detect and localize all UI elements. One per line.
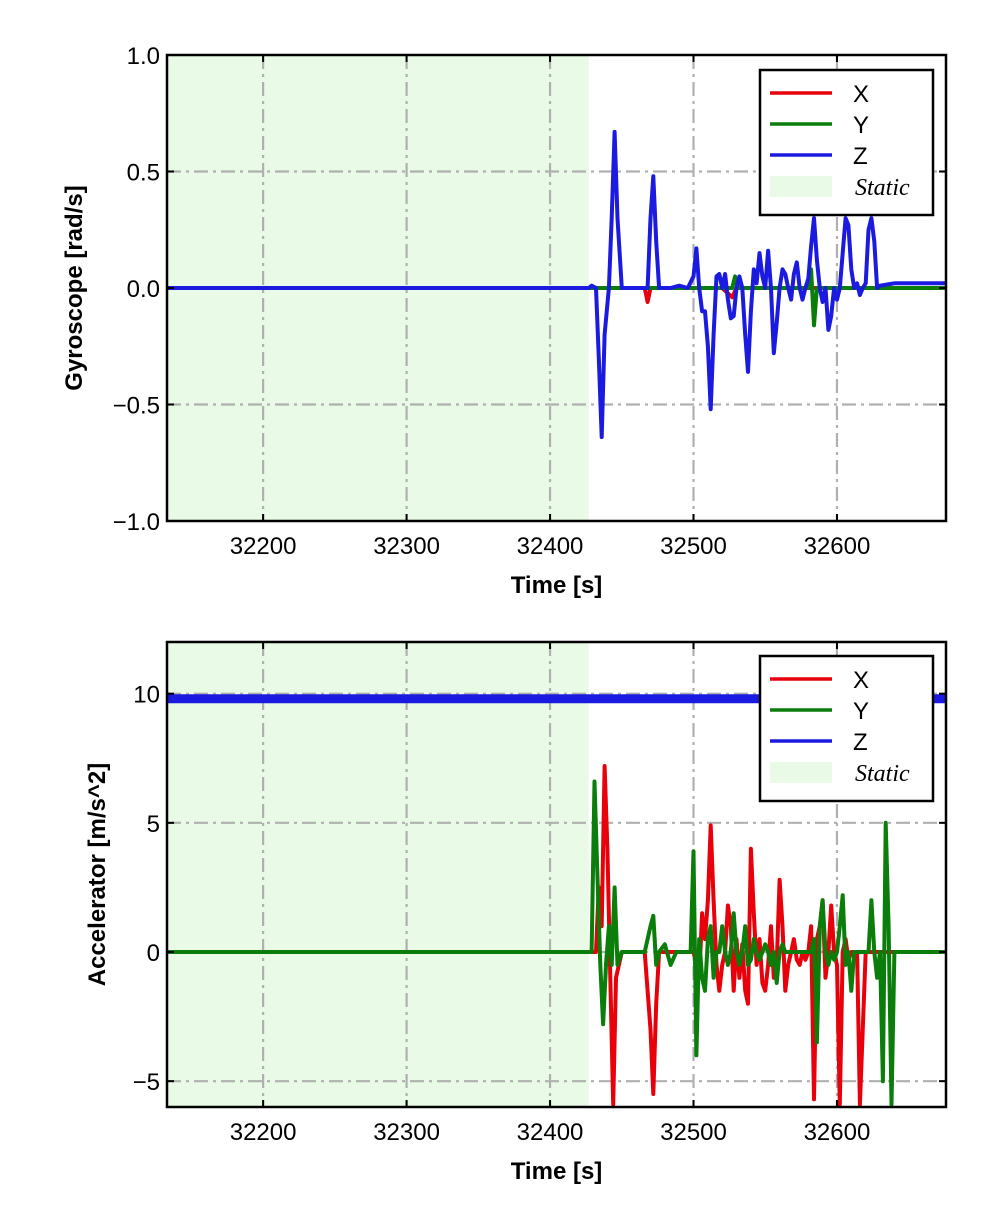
chart-panel-1: 32200 32300 32400 32500 32600 −1.0 −0.5 0.0 0.5 1…	[61, 43, 948, 599]
legend-label-y: Y	[853, 112, 869, 139]
y-tick-label: −0.5	[113, 393, 160, 420]
x-tick-label: 32600	[804, 1119, 871, 1146]
x-tick-label: 32300	[373, 533, 440, 560]
x-tick-label: 32400	[517, 1119, 584, 1146]
y-tick-label: 10	[133, 682, 160, 709]
legend-label-x: X	[853, 667, 869, 694]
series-line-z	[167, 129, 946, 440]
x-axis-title: Time [s]	[511, 572, 603, 599]
legend-label-static: Static	[855, 761, 910, 787]
y-tick-label: 1.0	[127, 43, 160, 70]
x-tick-label: 32600	[804, 533, 871, 560]
y-tick-label: −1.0	[113, 509, 160, 536]
y-tick-label: 0.5	[127, 160, 160, 187]
x-axis-title: Time [s]	[511, 1158, 603, 1185]
series-group	[167, 129, 946, 440]
legend-label-z: Z	[853, 729, 868, 756]
x-tick-label: 32400	[517, 533, 584, 560]
legend-label-y: Y	[853, 698, 869, 725]
x-tick-label: 32300	[373, 1119, 440, 1146]
plot-frame	[165, 640, 948, 1109]
legend: XYZ Static	[758, 654, 935, 803]
legend-swatch-static	[770, 762, 832, 783]
legend-label-x: X	[853, 81, 869, 108]
x-tick-label: 32200	[230, 1119, 297, 1146]
y-tick-label: 0	[147, 940, 160, 967]
legend: XYZ Static	[758, 68, 935, 217]
chart-panel-2: 32200 32300 32400 32500 32600 −5 0 5 10 Time [s] A…	[84, 640, 948, 1185]
legend-label-z: Z	[853, 143, 868, 170]
legend-label-static: Static	[855, 175, 910, 201]
y-axis-title: Accelerator [m/s^2]	[84, 763, 111, 986]
y-tick-label: −5	[133, 1069, 160, 1096]
x-tick-label: 32200	[230, 533, 297, 560]
x-tick-label: 32500	[660, 533, 727, 560]
static-region	[167, 642, 589, 1107]
y-tick-label: 5	[147, 811, 160, 838]
x-tick-label: 32500	[660, 1119, 727, 1146]
series-line-y	[167, 779, 946, 1107]
y-tick-label: 0.0	[127, 276, 160, 303]
y-axis-title: Gyroscope [rad/s]	[61, 185, 88, 390]
legend-swatch-static	[770, 176, 832, 197]
